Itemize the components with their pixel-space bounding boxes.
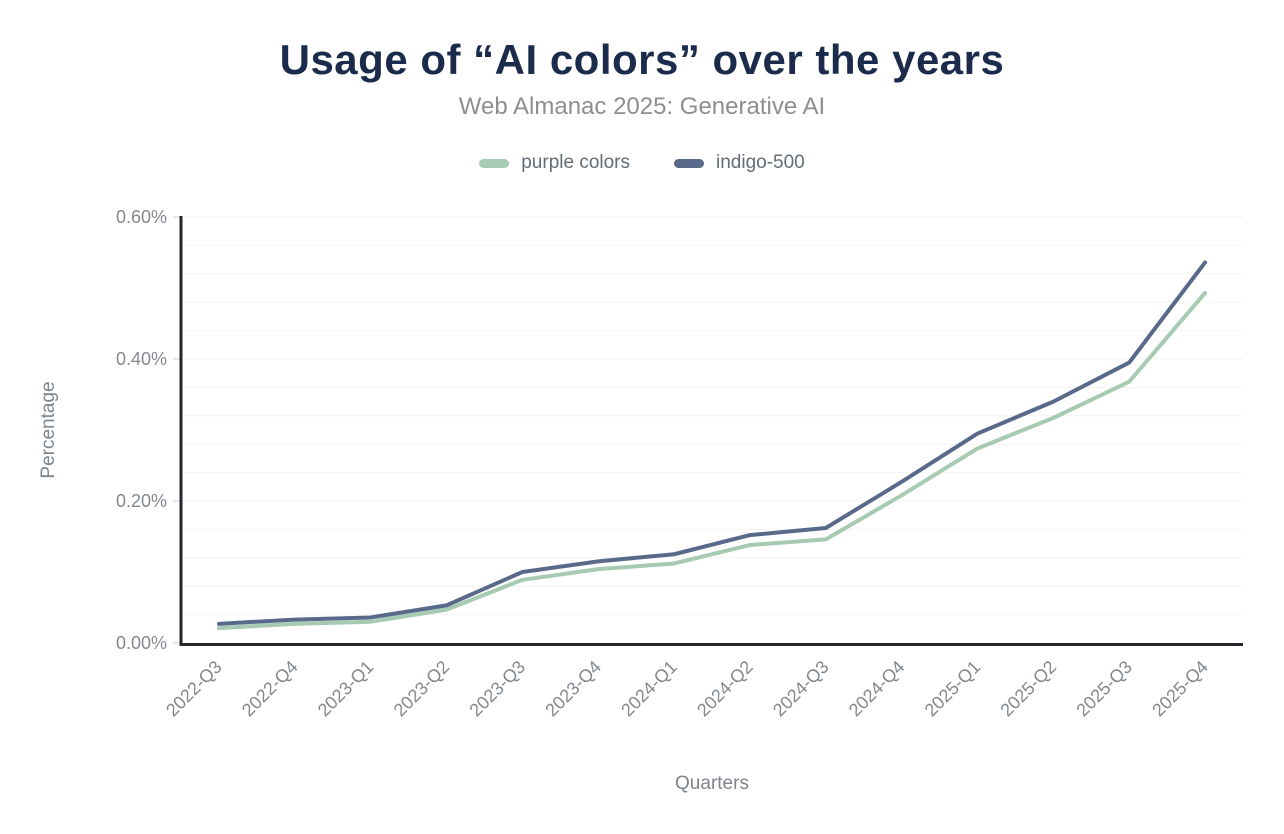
legend-item-indigo-500[interactable]: indigo-500 bbox=[674, 152, 805, 174]
legend-item-purple-colors[interactable]: purple colors bbox=[479, 152, 630, 174]
x-tick-label: 2024-Q3 bbox=[769, 657, 833, 721]
y-tick-label: 0.60% bbox=[116, 207, 167, 227]
x-tick-label: 2024-Q2 bbox=[693, 657, 757, 721]
x-tick-label: 2025-Q2 bbox=[997, 657, 1061, 721]
x-tick-label: 2023-Q4 bbox=[541, 657, 605, 721]
x-tick-label: 2023-Q1 bbox=[314, 657, 378, 721]
x-tick-label: 2024-Q4 bbox=[845, 657, 909, 721]
legend-swatch-icon bbox=[479, 158, 510, 168]
y-tick-label: 0.40% bbox=[116, 349, 167, 369]
y-tick-label: 0.00% bbox=[116, 633, 167, 653]
x-tick-label: 2023-Q3 bbox=[466, 657, 530, 721]
x-tick-label: 2025-Q4 bbox=[1148, 657, 1212, 721]
chart-title: Usage of “AI colors” over the years bbox=[279, 36, 1005, 83]
x-tick-label: 2023-Q2 bbox=[390, 657, 454, 721]
chart-subtitle: Web Almanac 2025: Generative AI bbox=[458, 93, 826, 120]
series-line-purple-colors[interactable] bbox=[216, 290, 1208, 631]
x-tick-label: 2025-Q3 bbox=[1072, 657, 1136, 721]
legend-swatch-icon bbox=[674, 158, 705, 168]
series-line-indigo-500[interactable] bbox=[216, 260, 1208, 626]
y-axis-title: Percentage bbox=[38, 381, 59, 478]
legend-label: purple colors bbox=[521, 152, 631, 173]
legend-label: indigo-500 bbox=[716, 152, 805, 173]
x-tick-label: 2025-Q1 bbox=[921, 657, 985, 721]
y-tick-label: 0.20% bbox=[116, 491, 167, 511]
x-tick-label: 2022-Q4 bbox=[238, 657, 302, 721]
x-tick-label: 2022-Q3 bbox=[162, 657, 226, 721]
x-tick-label: 2024-Q1 bbox=[617, 657, 681, 721]
x-axis-title: Quarters bbox=[675, 773, 749, 794]
chart-legend: purple colors indigo-500 bbox=[0, 152, 1284, 174]
